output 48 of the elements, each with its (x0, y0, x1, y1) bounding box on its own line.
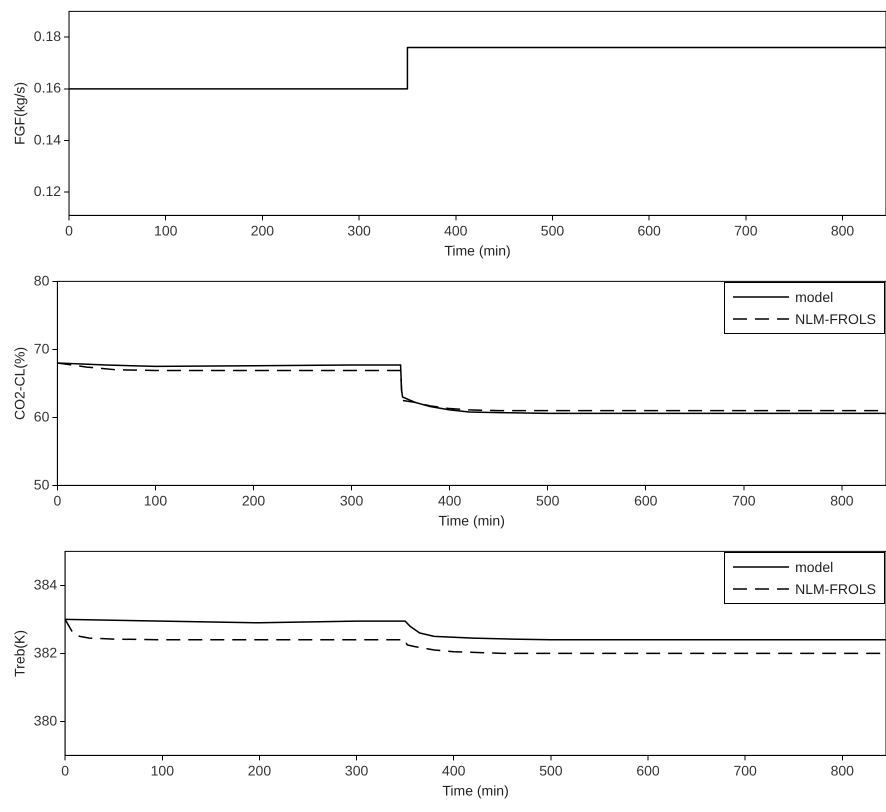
x-axis-title: Time (min) (444, 242, 511, 258)
legend-label: NLM-FROLS (795, 311, 876, 328)
x-tick-label: 0 (53, 492, 62, 509)
x-tick-label: 300 (347, 222, 371, 239)
x-tick-label: 200 (242, 492, 266, 509)
x-tick-label: 800 (830, 222, 854, 239)
x-tick-label: 300 (340, 492, 364, 509)
x-tick-label: 800 (830, 762, 854, 779)
y-tick-label: 70 (34, 340, 50, 356)
x-tick-label: 0 (65, 222, 74, 239)
y-tick-label: 382 (34, 644, 58, 660)
x-tick-label: 600 (636, 762, 660, 779)
x-axis-title: Time (min) (442, 782, 509, 798)
x-tick-label: 100 (144, 492, 168, 509)
y-tick-label: 0.14 (34, 131, 62, 148)
x-tick-label: 500 (539, 762, 563, 779)
legend-label: model (795, 559, 834, 576)
y-axis-title: CO2-CL(%) (11, 346, 28, 420)
x-tick-label: 100 (154, 222, 178, 239)
x-tick-label: 400 (442, 762, 466, 779)
x-tick-label: 700 (733, 762, 758, 779)
y-tick-label: 380 (34, 712, 58, 728)
x-tick-label: 700 (734, 222, 758, 239)
x-tick-label: 400 (444, 222, 468, 239)
y-tick-label: 50 (34, 476, 50, 492)
legend-label: model (795, 289, 834, 306)
x-tick-label: 0 (61, 762, 70, 779)
x-tick-label: 600 (637, 222, 662, 239)
x-tick-label: 600 (634, 492, 658, 509)
x-axis-title: Time (min) (438, 512, 505, 528)
x-tick-label: 500 (536, 492, 560, 509)
y-tick-label: 0.18 (34, 28, 62, 44)
y-axis-title: FGF(kg/s) (11, 82, 28, 145)
legend-label: NLM-FROLS (795, 581, 876, 598)
y-axis-title: Treb(K) (11, 630, 28, 677)
x-tick-label: 300 (344, 762, 368, 779)
x-tick-label: 500 (540, 222, 564, 239)
y-tick-label: 384 (34, 576, 58, 592)
x-tick-label: 200 (250, 222, 274, 239)
y-tick-label: 0.16 (34, 80, 62, 96)
x-tick-label: 700 (732, 492, 756, 509)
y-tick-label: 60 (34, 408, 50, 424)
y-tick-label: 80 (34, 272, 50, 288)
x-tick-label: 100 (150, 762, 174, 779)
x-tick-label: 400 (438, 492, 462, 509)
x-tick-label: 200 (248, 762, 272, 779)
x-tick-label: 800 (830, 492, 854, 509)
y-tick-label: 0.12 (34, 183, 62, 200)
